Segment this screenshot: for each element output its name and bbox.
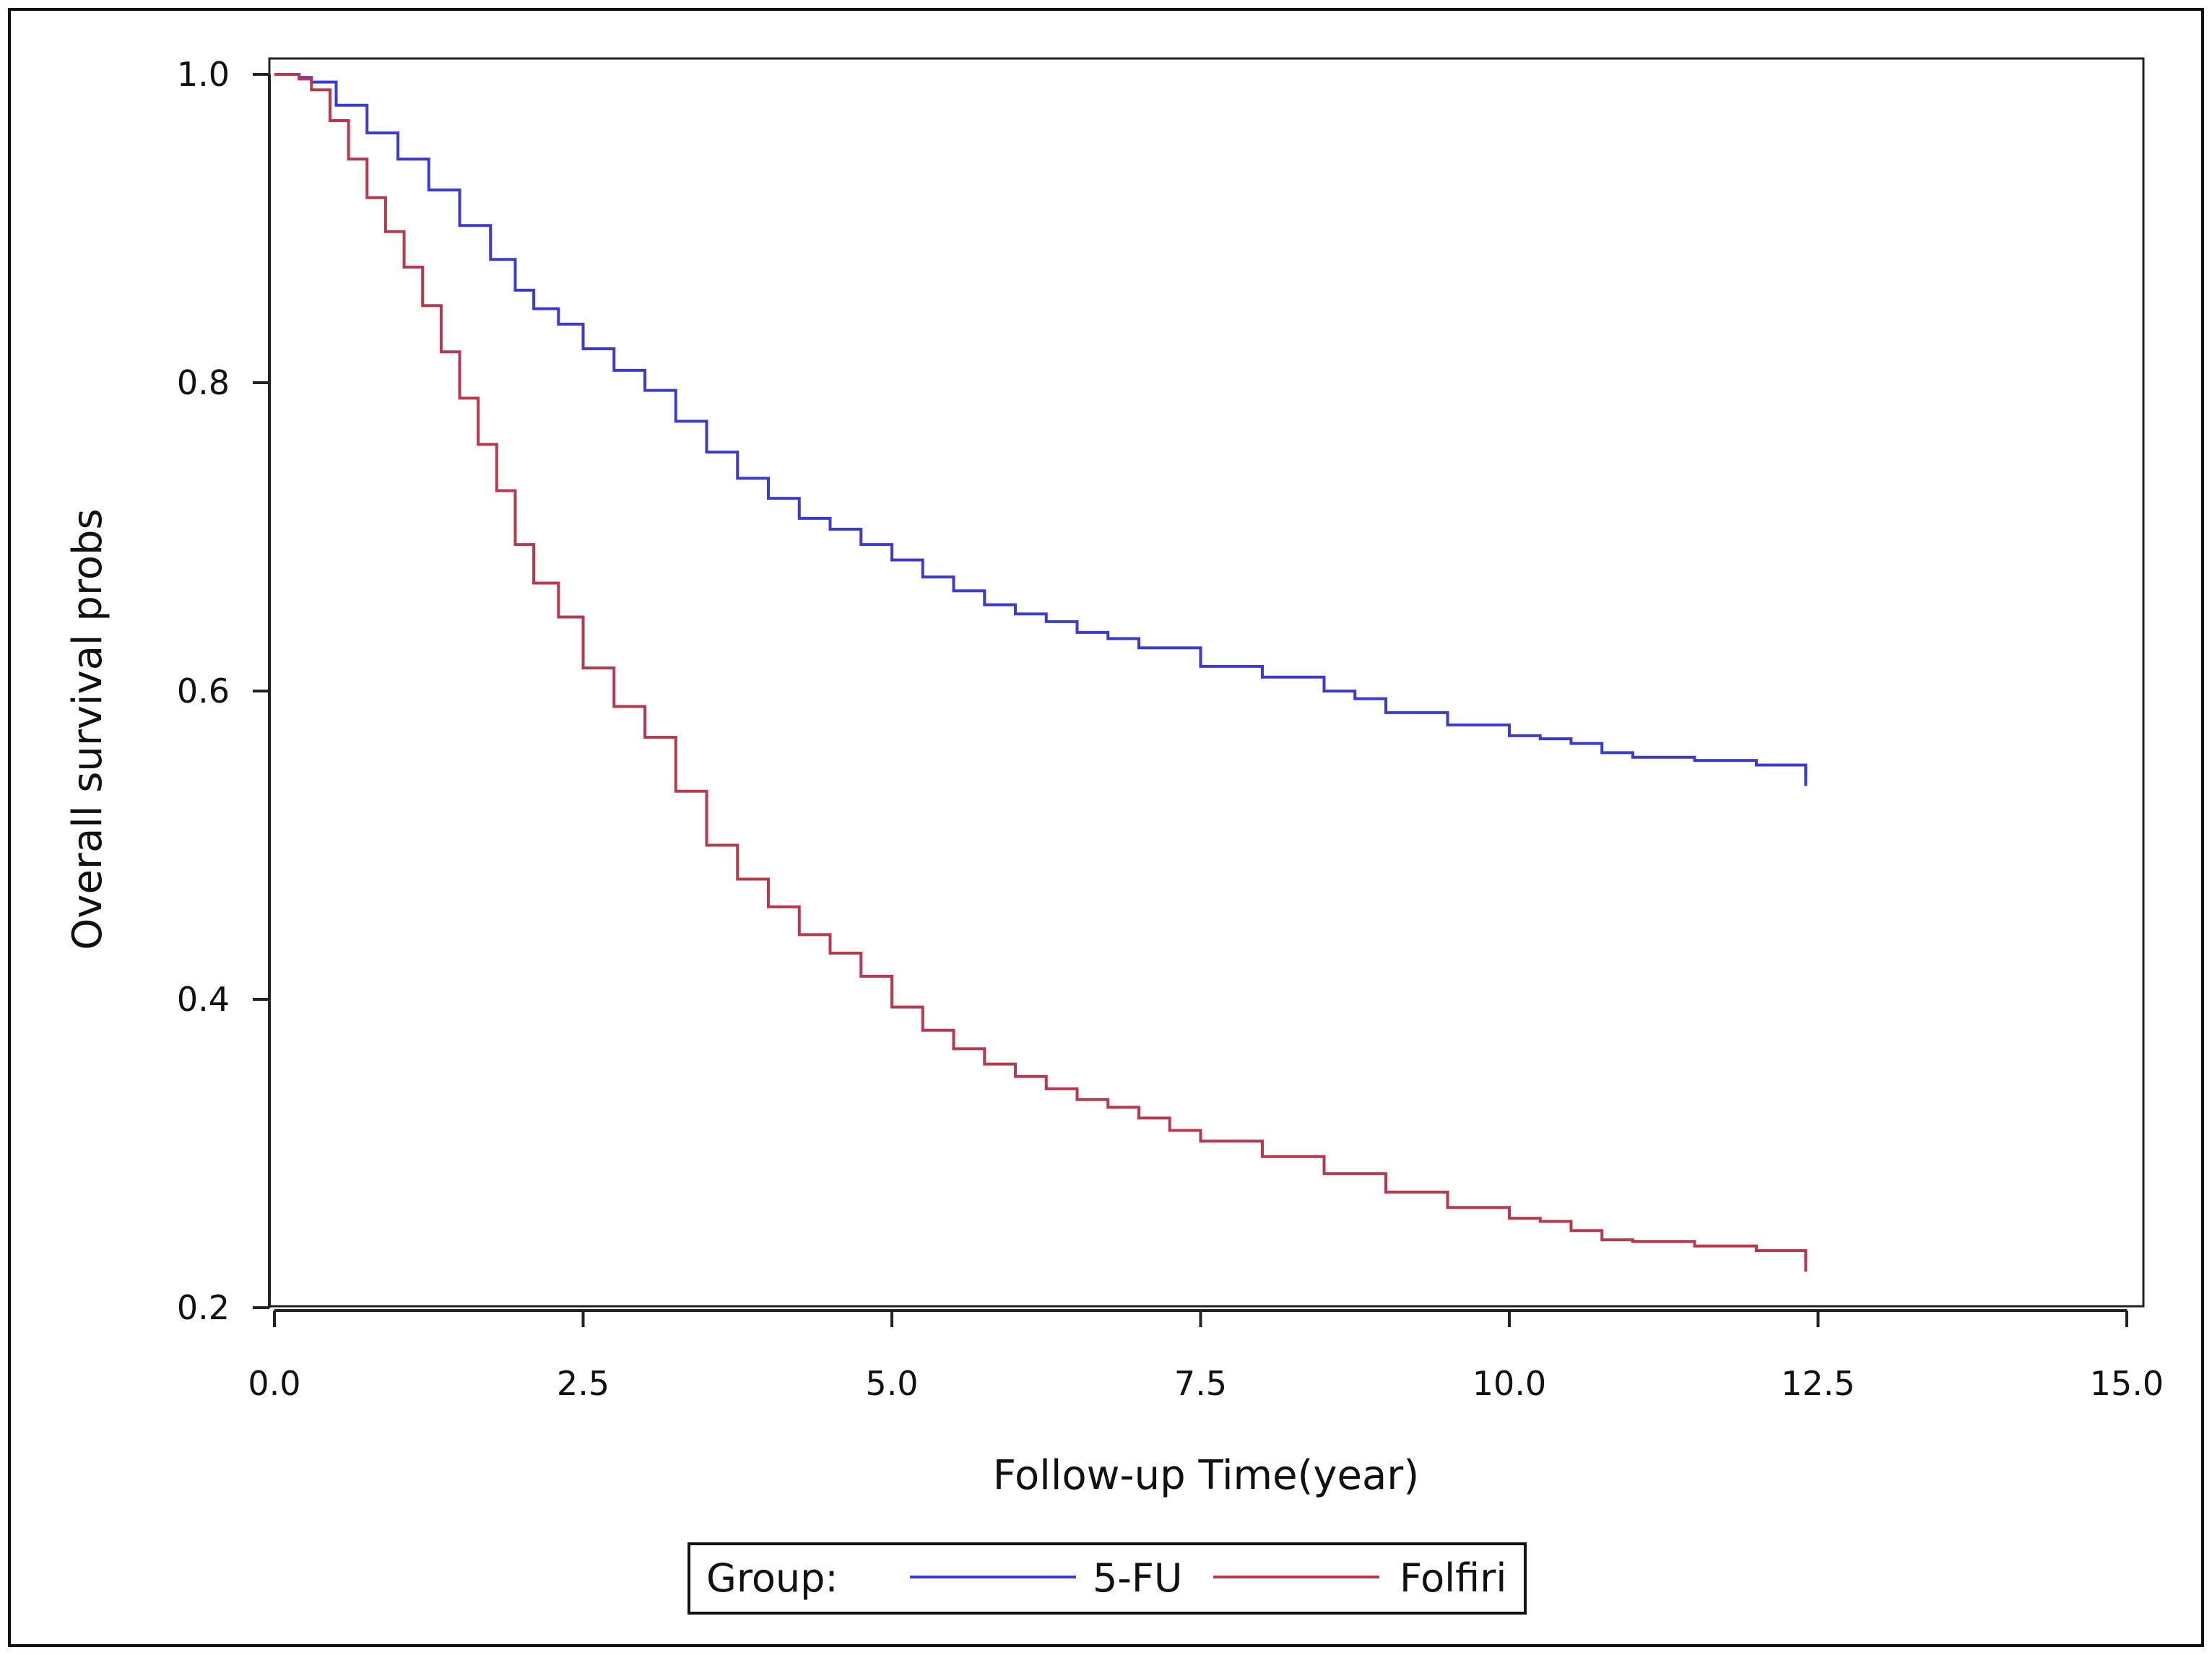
series-layer xyxy=(274,73,1808,1272)
x-tick-label: 0.0 xyxy=(248,1364,300,1403)
y-axis: 0.2 0.4 0.6 0.8 1.0 xyxy=(177,55,271,1327)
series-line-5fu xyxy=(274,73,1808,776)
y-tick-label: 0.4 xyxy=(177,980,230,1019)
y-tick-label: 0.8 xyxy=(177,363,230,402)
y-axis-title: Overall survival probs xyxy=(64,508,111,950)
outer-frame xyxy=(8,8,2204,1647)
x-axis-title: Follow-up Time(year) xyxy=(993,1452,1419,1499)
y-tick-label: 0.6 xyxy=(177,672,230,711)
x-tick-label: 5.0 xyxy=(865,1364,918,1403)
legend-box xyxy=(688,1542,1527,1615)
y-tick-label: 1.0 xyxy=(177,55,230,94)
x-tick-label: 2.5 xyxy=(557,1364,610,1403)
x-axis: 0.0 2.5 5.0 7.5 10.0 12.5 15.0 xyxy=(248,1309,2164,1403)
y-tick-label: 0.2 xyxy=(177,1288,230,1327)
x-tick-label: 12.5 xyxy=(1781,1364,1855,1403)
legend-title: Group: xyxy=(706,1555,838,1601)
legend: Group: 5-FU Folfiri xyxy=(688,1542,1527,1615)
x-tick-label: 7.5 xyxy=(1174,1364,1227,1403)
legend-label-5fu: 5-FU xyxy=(1093,1555,1182,1601)
series-line-folfiri xyxy=(274,73,1808,1261)
x-tick-label: 15.0 xyxy=(2090,1364,2164,1403)
legend-label-folfiri: Folfiri xyxy=(1400,1555,1506,1601)
x-tick-label: 10.0 xyxy=(1473,1364,1546,1403)
